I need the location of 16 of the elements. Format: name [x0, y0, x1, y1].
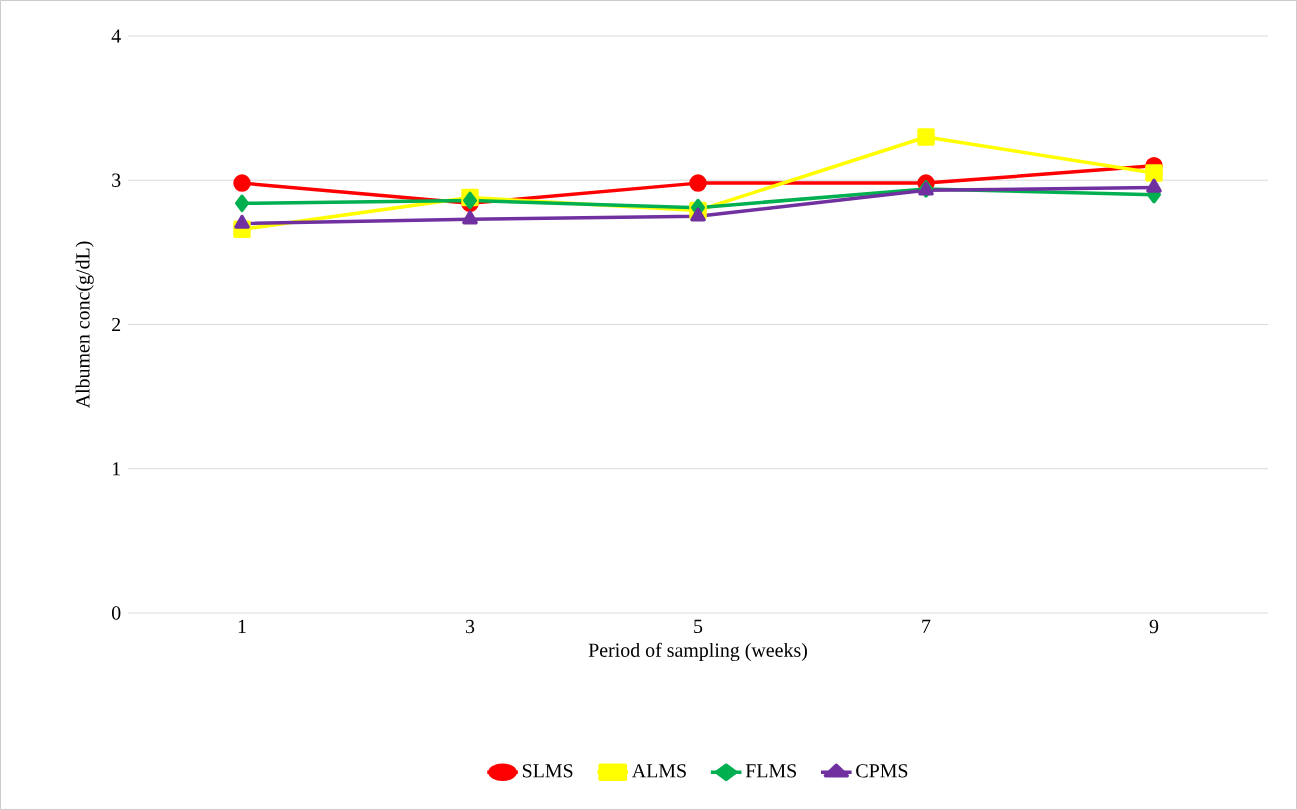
- x-tick-label: 9: [1149, 619, 1159, 634]
- x-axis-title: Period of sampling (weeks): [588, 642, 807, 662]
- legend-label: SLMS: [522, 764, 573, 778]
- y-tick-label: 1: [112, 462, 120, 476]
- legend-label: FLMS: [745, 764, 797, 778]
- y-axis-title: Albumen conc(g/dL): [75, 241, 94, 409]
- x-tick-label: 7: [922, 619, 931, 633]
- legend-label: CPMS: [856, 764, 908, 778]
- legend-label: ALMS: [631, 764, 686, 778]
- x-tick-label: 5: [694, 619, 703, 634]
- y-tick-label: 2: [112, 317, 121, 332]
- x-tick-label: 3: [465, 619, 475, 634]
- x-tick-label: 1: [238, 619, 246, 633]
- y-tick-label: 4: [111, 29, 121, 43]
- y-tick-label: 3: [112, 173, 121, 187]
- y-tick-label: 0: [111, 606, 121, 620]
